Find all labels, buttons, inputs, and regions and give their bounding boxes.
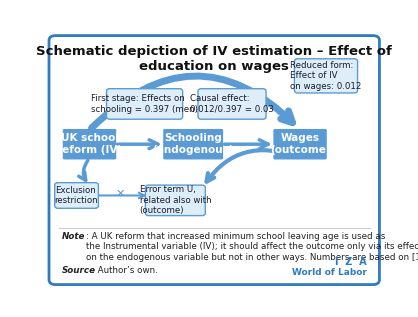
Text: ✕: ✕ [116,189,125,199]
Text: World of Labor: World of Labor [292,268,367,277]
FancyBboxPatch shape [145,185,205,216]
Text: Causal effect:
0.012/0.397 = 0.03: Causal effect: 0.012/0.397 = 0.03 [190,94,274,113]
Text: Source: Source [62,266,96,275]
FancyBboxPatch shape [107,89,183,119]
FancyBboxPatch shape [49,36,380,285]
Text: Schooling
(endogenous): Schooling (endogenous) [153,133,234,155]
Text: Exclusion
restriction: Exclusion restriction [55,186,98,205]
Text: UK school
reform (IV): UK school reform (IV) [57,133,122,155]
Text: Reduced form:
Effect of IV
on wages: 0.012: Reduced form: Effect of IV on wages: 0.0… [290,61,362,91]
Text: : A UK reform that increased minimum school leaving age is used as
the Instrumen: : A UK reform that increased minimum sch… [86,232,418,262]
Text: First stage: Effects on
schooling = 0.397 (men): First stage: Effects on schooling = 0.39… [91,94,198,113]
FancyBboxPatch shape [198,89,266,119]
Text: I  Z  A: I Z A [335,257,367,268]
FancyBboxPatch shape [55,183,98,208]
Text: Note: Note [62,232,85,241]
Text: : Author’s own.: : Author’s own. [92,266,158,275]
FancyBboxPatch shape [63,129,116,159]
Text: Schematic depiction of IV estimation – Effect of
education on wages: Schematic depiction of IV estimation – E… [36,45,392,73]
Text: Error term U,
related also with
(outcome): Error term U, related also with (outcome… [140,185,211,215]
FancyBboxPatch shape [294,59,357,93]
Text: Wages
(outcome): Wages (outcome) [270,133,330,155]
FancyBboxPatch shape [273,129,327,159]
FancyBboxPatch shape [163,129,223,159]
